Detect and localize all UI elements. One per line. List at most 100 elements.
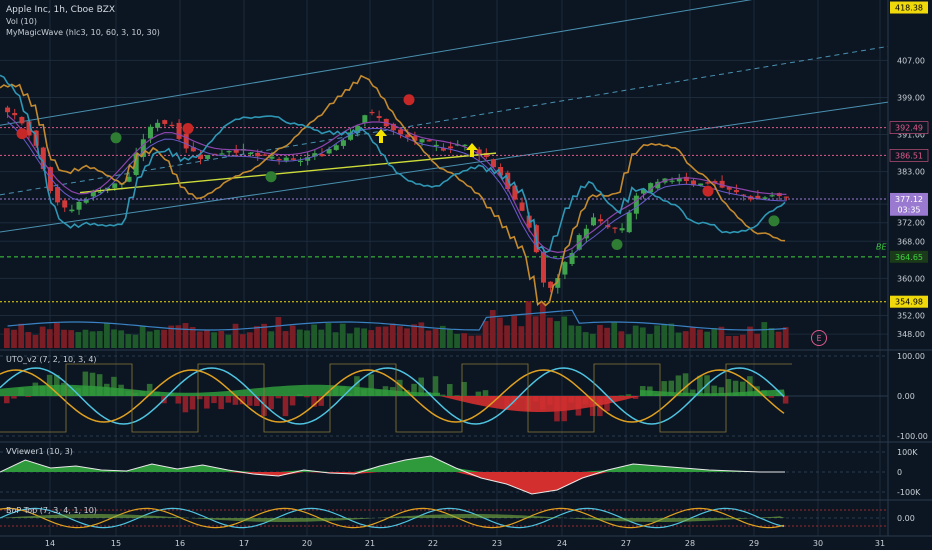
x-tick-label: 16 [175, 539, 185, 548]
volume-bar [625, 334, 632, 348]
volume-bar [118, 330, 125, 348]
uto-tick-label: 0.00 [897, 392, 915, 401]
price-label-text: 392.49 [895, 124, 923, 133]
uto-histogram-bar [239, 396, 246, 405]
candle-body [162, 120, 168, 124]
volume-bar [647, 334, 653, 348]
price-label-box [889, 149, 929, 162]
price-label-box [890, 250, 928, 263]
volume-bar [754, 333, 761, 348]
uto-tick-label: -100.00 [897, 432, 928, 441]
candle-body [147, 126, 153, 139]
y-tick-label: 407.00 [897, 56, 925, 65]
bop-area [0, 514, 785, 522]
volume-bar [539, 302, 546, 348]
volume-bar [204, 330, 210, 348]
uto-histogram-bar [11, 396, 17, 399]
uto-histogram-bar [632, 396, 639, 399]
uto-histogram-bar [304, 396, 310, 398]
uto-tick-label: 100.00 [897, 352, 925, 361]
volume-bar [46, 329, 53, 348]
volume-bar [289, 325, 296, 348]
candle-body [333, 145, 339, 150]
volume-bar [454, 333, 460, 348]
candle-body [440, 148, 446, 151]
vviewer-label: VViewer1 (10, 3) [6, 447, 73, 456]
volume-bar [232, 323, 239, 348]
candle-body [105, 187, 111, 191]
candle-body [290, 158, 296, 160]
price-label-text: 418.38 [895, 4, 923, 13]
uto-histogram-bar [732, 380, 739, 396]
volume-bar [368, 330, 375, 348]
uto-histogram-bar [725, 379, 732, 396]
x-tick-label: 14 [45, 539, 55, 548]
volume-bar [75, 332, 82, 348]
candle-body [669, 180, 675, 182]
y-tick-label: 360.00 [897, 274, 925, 283]
candle-body [62, 200, 68, 208]
uto-histogram-bar [146, 383, 153, 396]
candle-body [248, 152, 254, 155]
volume-bar [561, 316, 568, 348]
volume-bar [775, 331, 782, 348]
volume-bar [447, 329, 453, 348]
x-tick-label: 15 [111, 539, 121, 548]
uto-histogram-bar [225, 396, 232, 403]
up-arrow-marker [375, 129, 387, 143]
candle-body [412, 136, 418, 141]
volume-bar [704, 331, 710, 348]
uto-histogram-bar [289, 396, 296, 406]
sell-signal-dot [182, 123, 194, 135]
uto-histogram-bar [675, 375, 682, 396]
uto-histogram-bar [411, 383, 417, 396]
volume-bar [732, 335, 739, 348]
candle-body [140, 139, 146, 157]
candle-body [97, 191, 103, 194]
be-label: BE [876, 243, 887, 252]
uto-histogram-bar [447, 384, 453, 396]
candle-body [262, 154, 268, 156]
volume-bar [782, 327, 789, 348]
candle-body [47, 167, 53, 192]
uto-histogram-bar [232, 396, 239, 405]
uto-histogram-bar [254, 396, 260, 406]
vviewer-tick-label: -100K [897, 488, 921, 497]
volume-bar [575, 325, 582, 348]
volume-bar [654, 325, 660, 348]
price-label-box [890, 192, 928, 205]
volume-bar [304, 330, 310, 348]
candle-body [769, 195, 775, 197]
candle-body [762, 197, 768, 199]
uto-histogram-bar [625, 394, 632, 396]
candle-body [183, 133, 189, 149]
uto-histogram-bar [689, 389, 696, 396]
price-label-text: 377.12 [895, 195, 923, 204]
volume-bar [611, 322, 618, 348]
volume-bar [125, 334, 132, 348]
candle-body [369, 111, 375, 114]
volume-bar [54, 322, 60, 348]
volume-bar [211, 332, 217, 348]
indicator-label: MyMagicWave (hlc3, 10, 60, 3, 10, 30) [6, 28, 160, 37]
y-tick-label: 372.00 [897, 219, 925, 228]
volume-bar [632, 325, 639, 348]
volume-bar [182, 323, 189, 348]
x-tick-label: 21 [365, 539, 375, 548]
volume-bar [375, 326, 382, 348]
volume-bar [246, 332, 253, 348]
volume-bar [275, 317, 282, 348]
volume-bar [154, 329, 160, 348]
candle-body [419, 139, 425, 143]
sell-signal-dot [16, 128, 28, 140]
volume-bar [146, 331, 153, 348]
y-tick-label: 383.00 [897, 168, 925, 177]
x-tick-label: 24 [557, 539, 567, 548]
candle-body [741, 194, 747, 196]
candle-body [69, 209, 75, 212]
volume-bar [132, 334, 139, 348]
vviewer-tick-label: 0 [897, 468, 902, 477]
volume-bar [389, 323, 396, 348]
candle-body [226, 151, 232, 153]
volume-bar [568, 325, 575, 348]
